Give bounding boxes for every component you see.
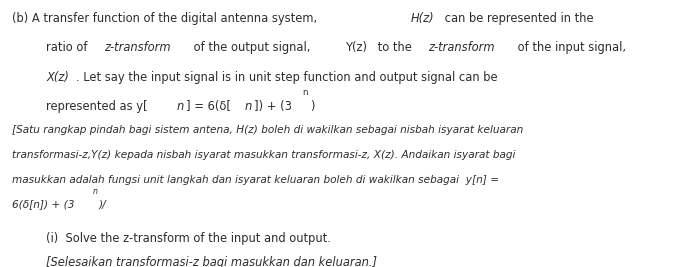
Text: of the output signal,: of the output signal, — [191, 41, 311, 54]
Text: X(z): X(z) — [46, 71, 69, 84]
Text: ratio of: ratio of — [46, 41, 92, 54]
Text: n: n — [244, 100, 252, 113]
Text: 6(δ[n]) + (3: 6(δ[n]) + (3 — [12, 199, 75, 209]
Text: [Satu rangkap pindah bagi sistem antena, H(z) boleh di wakilkan sebagai nisbah i: [Satu rangkap pindah bagi sistem antena,… — [12, 125, 523, 135]
Text: . Let say the input signal is in unit step function and output signal can be: . Let say the input signal is in unit st… — [76, 71, 497, 84]
Text: masukkan adalah fungsi unit langkah dan isyarat keluaran boleh di wakilkan sebag: masukkan adalah fungsi unit langkah dan … — [12, 175, 499, 184]
Text: n: n — [93, 187, 98, 196]
Text: Y(z): Y(z) — [346, 41, 367, 54]
Text: [Selesaikan transformasi-z bagi masukkan dan keluaran.]: [Selesaikan transformasi-z bagi masukkan… — [46, 256, 377, 267]
Text: transformasi-z,Y(z) kepada nisbah isyarat masukkan transformasi-z, X(z). Andaika: transformasi-z,Y(z) kepada nisbah isyara… — [12, 150, 515, 160]
Text: z-transform: z-transform — [428, 41, 494, 54]
Text: can be represented in the: can be represented in the — [441, 12, 594, 25]
Text: (i)  Solve the z-transform of the input and output.: (i) Solve the z-transform of the input a… — [46, 232, 331, 245]
Text: z-transform: z-transform — [104, 41, 171, 54]
Text: H(z): H(z) — [411, 12, 434, 25]
Text: ] = 6(δ[: ] = 6(δ[ — [186, 100, 231, 113]
Text: to the: to the — [374, 41, 416, 54]
Text: ]) + (3: ]) + (3 — [254, 100, 292, 113]
Text: represented as y[: represented as y[ — [46, 100, 148, 113]
Text: n: n — [302, 88, 308, 97]
Text: of the input signal,: of the input signal, — [513, 41, 626, 54]
Text: n: n — [177, 100, 184, 113]
Text: (b) A transfer function of the digital antenna system,: (b) A transfer function of the digital a… — [12, 12, 321, 25]
Text: ): ) — [310, 100, 315, 113]
Text: )/: )/ — [99, 199, 106, 209]
